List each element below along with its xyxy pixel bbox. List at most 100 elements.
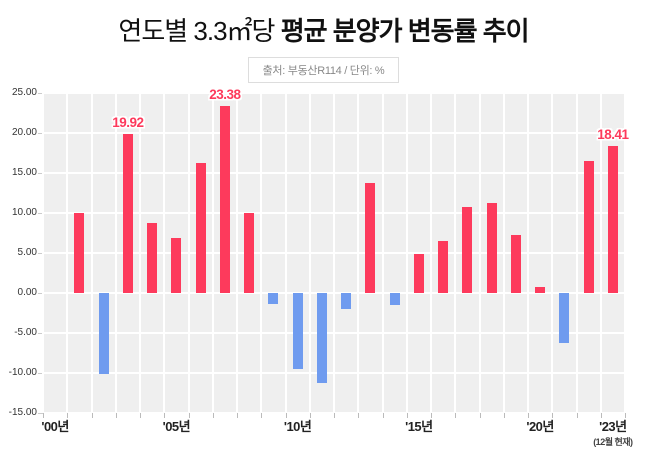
y-tick-mark (38, 333, 43, 334)
bar-2009 (268, 293, 279, 305)
x-tick-mark (67, 413, 69, 418)
bar-2010 (292, 293, 303, 369)
x-tick-label: '15년 (405, 419, 433, 434)
x-tick-mark (552, 413, 554, 418)
x-tick-label: '20년 (526, 419, 554, 434)
y-tick-mark (38, 293, 43, 294)
x-grid-line (502, 93, 505, 413)
x-tick-mark (600, 413, 602, 418)
bar-2007 (219, 105, 230, 293)
x-grid-line (284, 93, 287, 413)
x-grid-line (114, 93, 117, 413)
x-grid-line (139, 93, 141, 413)
x-grid-line (187, 93, 190, 413)
bar-value-label: 18.41 (597, 126, 629, 142)
x-tick-mark (237, 413, 238, 418)
x-grid-line (308, 93, 311, 413)
y-tick-label: 10.00 (11, 207, 37, 218)
x-grid-line (430, 93, 432, 413)
y-tick-label: 5.00 (17, 247, 37, 258)
x-grid-line (357, 93, 360, 413)
bar-value-label: 23.38 (209, 86, 241, 102)
x-tick-mark (431, 413, 432, 418)
y-tick-label: 20.00 (11, 127, 37, 138)
bar-2004 (147, 223, 158, 293)
y-tick-mark (38, 413, 43, 414)
x-tick-label: '05년 (162, 419, 191, 434)
y-tick-mark (38, 213, 43, 214)
x-tick-mark (625, 413, 626, 418)
x-tick-mark (503, 413, 505, 418)
x-tick-mark (576, 413, 578, 418)
x-tick-mark (479, 413, 481, 418)
y-tick-label: -5.00 (14, 327, 37, 338)
y-tick-label: -15.00 (8, 407, 37, 418)
bar-2013 (365, 183, 376, 293)
x-grid-line (405, 93, 408, 413)
y-tick-mark (38, 133, 43, 134)
x-tick-mark (115, 413, 117, 418)
x-tick-label: '10년 (283, 419, 312, 434)
x-grid-line (478, 93, 481, 413)
x-tick-mark (140, 413, 141, 418)
x-grid-line (575, 93, 578, 413)
x-grid-line (260, 93, 263, 413)
x-tick-mark (164, 413, 166, 418)
bar-2020 (535, 287, 546, 293)
x-tick-mark (261, 413, 263, 418)
x-tick-mark (455, 413, 457, 418)
y-tick-mark (38, 253, 43, 254)
x-tick-mark (309, 413, 311, 418)
x-axis-footnote: (12월 현재) (593, 437, 633, 447)
page-title: 연도별 3.3㎡당 평균 분양가 변동률 추이 (0, 14, 647, 48)
source-note: 출처: 부동산R114 / 단위: % (247, 57, 400, 83)
x-tick-mark (382, 413, 384, 418)
x-tick-label: '00년 (41, 419, 69, 434)
bar-2002 (98, 293, 109, 374)
bar-2022 (583, 161, 594, 293)
x-grid-line (624, 93, 626, 413)
source-note-row: 출처: 부동산R114 / 단위: % (0, 57, 647, 83)
bar-2012 (341, 293, 352, 309)
page-title-prefix: 연도별 3.3㎡당 (118, 16, 281, 46)
x-tick-mark (358, 413, 360, 418)
bar-2003 (122, 133, 133, 293)
y-tick-label: 15.00 (11, 167, 37, 178)
bar-2018 (486, 202, 497, 293)
y-tick-label: 0.00 (17, 287, 37, 298)
x-grid-line (527, 93, 529, 413)
bar-2023 (607, 145, 618, 293)
x-grid-line (163, 93, 166, 413)
x-grid-line (66, 93, 69, 413)
bar-2021 (559, 293, 570, 344)
x-tick-mark (91, 413, 93, 418)
x-grid-line (599, 93, 602, 413)
page-title-emphasis: 평균 분양가 변동률 추이 (280, 16, 530, 46)
x-tick-mark (285, 413, 287, 418)
x-tick-mark (334, 413, 335, 418)
bar-2006 (195, 162, 206, 293)
bar-2016 (438, 241, 449, 293)
x-grid-line (381, 93, 384, 413)
x-tick-label: '23년 (599, 419, 627, 434)
x-grid-line (236, 93, 238, 413)
x-grid-line (42, 93, 44, 413)
y-tick-mark (38, 173, 43, 174)
bar-2001 (74, 213, 85, 293)
bar-2019 (510, 234, 521, 293)
bar-2008 (244, 213, 255, 293)
y-tick-mark (38, 373, 43, 374)
x-tick-mark (528, 413, 529, 418)
bar-2011 (316, 293, 327, 383)
y-tick-label: -10.00 (8, 367, 37, 378)
bar-value-label: 19.92 (112, 114, 144, 130)
x-grid-line (551, 93, 554, 413)
x-grid-line (333, 93, 335, 413)
y-tick-label: 25.00 (11, 87, 37, 98)
y-tick-mark (38, 93, 43, 94)
bar-2005 (171, 237, 182, 293)
x-grid-line (90, 93, 93, 413)
bar-2017 (462, 207, 473, 293)
x-tick-mark (406, 413, 408, 418)
